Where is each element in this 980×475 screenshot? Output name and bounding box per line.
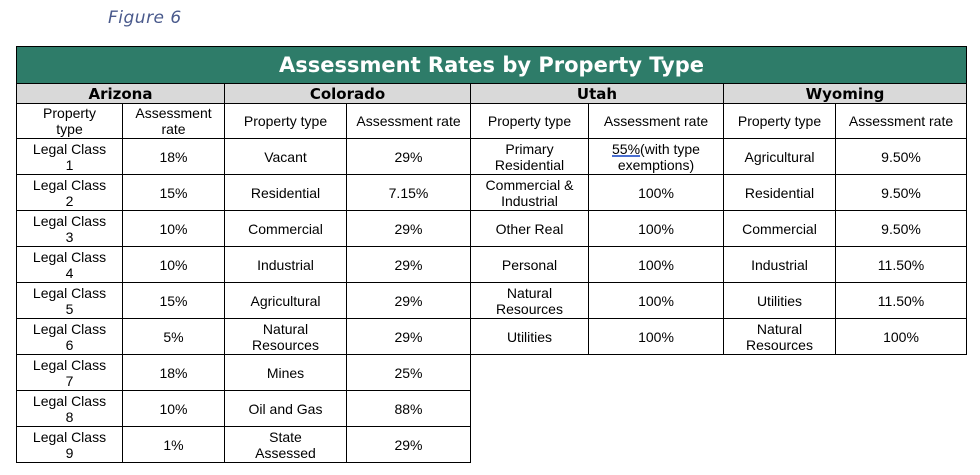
empty-cell [471,355,967,391]
co-rate-cell: 88% [346,390,471,427]
az-type-cell: Legal Class 4 [16,246,123,283]
empty-cell [471,427,967,463]
co-rate-cell: 29% [346,210,471,247]
co-rate-cell: 29% [346,318,471,355]
ut-type-cell: Utilities [470,318,589,355]
empty-cell [471,391,967,427]
az-rate-cell: 10% [122,246,225,283]
co-rate-cell: 25% [346,354,471,391]
co-rate-cell: 29% [346,282,471,319]
column-header-ut-type: Property type [470,103,589,139]
az-rate-cell: 10% [122,390,225,427]
az-type-cell: Legal Class 1 [16,138,123,175]
column-header-ut-rate: Assessment rate [588,103,724,139]
table-row: Legal Class 7 18% Mines 25% [16,354,967,391]
wy-rate-cell: 100% [834,318,968,355]
co-type-cell: Mines [224,354,347,391]
wy-rate-cell: 11.50% [834,246,968,283]
ut-type-cell: Commercial & Industrial [470,174,589,211]
assessment-rates-table: Assessment Rates by Property Type Arizon… [15,46,968,463]
wy-type-cell: Industrial [723,246,836,283]
column-header-az-rate: Assessment rate [122,103,225,139]
table-row: Legal Class 9 1% State Assessed 29% [16,426,967,463]
figure-caption: Figure 6 [108,8,182,28]
az-type-cell: Legal Class 7 [16,354,123,391]
wy-type-cell: Commercial [723,210,836,247]
ut-type-cell: Natural Resources [470,282,589,319]
ut-type-cell: Primary Residential [470,138,589,175]
co-rate-cell: 29% [346,246,471,283]
co-rate-cell: 7.15% [346,174,471,211]
rate-note: (with type exemptions) [617,140,700,173]
co-type-cell: Vacant [224,138,347,175]
state-header-colorado: Colorado [224,83,471,104]
table-row: Legal Class 4 10% Industrial 29% Persona… [16,246,968,283]
state-header-arizona: Arizona [16,83,225,104]
az-type-cell: Legal Class 6 [16,318,123,355]
wy-rate-cell: 9.50% [834,138,968,175]
co-type-cell: Agricultural [224,282,347,319]
az-rate-cell: 15% [122,174,225,211]
az-rate-cell: 18% [122,138,225,175]
co-type-cell: State Assessed [224,426,347,463]
wy-rate-cell: 11.50% [834,282,968,319]
co-rate-cell: 29% [346,138,471,175]
az-rate-cell: 5% [122,318,225,355]
az-rate-cell: 1% [122,426,225,463]
co-type-cell: Residential [224,174,347,211]
az-rate-cell: 10% [122,210,225,247]
table-row: Legal Class 5 15% Agricultural 29% Natur… [16,282,968,319]
column-header-co-type: Property type [224,103,347,139]
table-row: Legal Class 8 10% Oil and Gas 88% [16,390,967,427]
ut-type-cell: Personal [470,246,589,283]
state-header-wyoming: Wyoming [722,83,968,104]
az-rate-cell: 18% [122,354,225,391]
table-row: Legal Class 2 15% Residential 7.15% Comm… [16,174,968,211]
az-type-cell: Legal Class 3 [16,210,123,247]
state-header-utah: Utah [470,83,724,104]
table-title: Assessment Rates by Property Type [15,46,968,84]
ut-rate-cell: 100% [588,210,724,247]
az-rate-cell: 15% [122,282,225,319]
az-type-cell: Legal Class 8 [16,390,123,427]
ut-rate-cell: 100% [588,282,724,319]
ut-rate-cell: 100% [588,246,724,283]
ut-rate-cell: 55%(with type exemptions) [588,138,724,175]
co-type-cell: Commercial [224,210,347,247]
co-type-cell: Natural Resources [224,318,347,355]
table-row: Legal Class 3 10% Commercial 29% Other R… [16,210,968,247]
column-header-az-type: Property type [16,103,123,139]
table-row: Legal Class 6 5% Natural Resources 29% U… [16,318,968,355]
rate-link[interactable]: 55% [612,140,641,157]
wy-rate-cell: 9.50% [834,210,968,247]
column-header-wy-rate: Assessment rate [834,103,968,139]
column-header-wy-type: Property type [723,103,836,139]
wy-type-cell: Residential [723,174,836,211]
wy-type-cell: Utilities [723,282,836,319]
ut-rate-cell: 100% [588,318,724,355]
wy-type-cell: Natural Resources [723,318,836,355]
co-rate-cell: 29% [346,426,471,463]
ut-type-cell: Other Real [470,210,589,247]
wy-rate-cell: 9.50% [834,174,968,211]
ut-rate-cell: 100% [588,174,724,211]
co-type-cell: Industrial [224,246,347,283]
co-type-cell: Oil and Gas [224,390,347,427]
column-header-co-rate: Assessment rate [346,103,471,139]
az-type-cell: Legal Class 5 [16,282,123,319]
wy-type-cell: Agricultural [723,138,836,175]
az-type-cell: Legal Class 2 [16,174,123,211]
table-row: Legal Class 1 18% Vacant 29% Primary Res… [16,138,968,175]
az-type-cell: Legal Class 9 [16,426,123,463]
